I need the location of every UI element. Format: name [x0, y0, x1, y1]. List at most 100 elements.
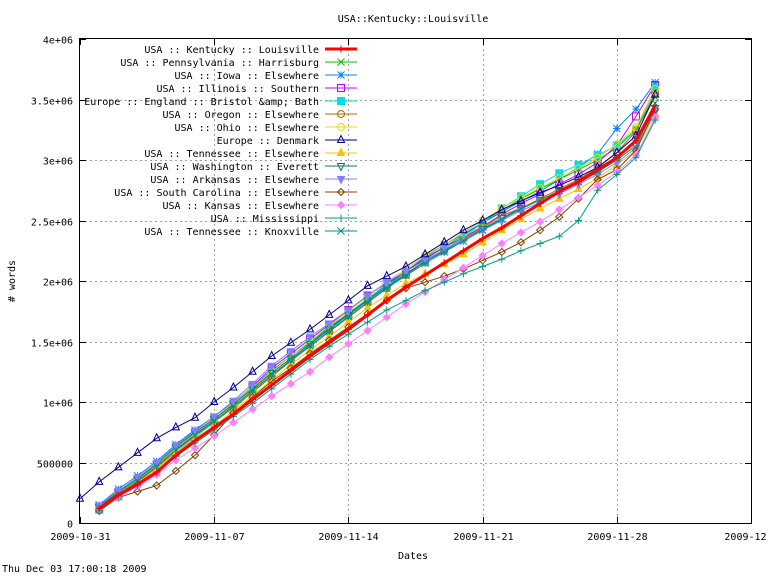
- data-point: [344, 312, 353, 321]
- legend-entry-11: USA :: Arkansas :: Elsewhere: [150, 175, 357, 186]
- series-line: [79, 94, 656, 500]
- data-point: [612, 124, 621, 133]
- legend-entry-13: USA :: Kansas :: Elsewhere: [162, 200, 357, 212]
- series-1: [95, 102, 659, 512]
- data-point: [421, 287, 429, 295]
- data-point: [459, 247, 467, 255]
- data-point: [305, 367, 315, 376]
- data-point: [651, 116, 659, 124]
- data-point: [650, 89, 660, 98]
- data-point: [401, 299, 411, 309]
- data-point: [209, 413, 219, 423]
- data-point: [268, 381, 276, 389]
- data-point: [305, 323, 315, 333]
- data-point: [651, 102, 659, 110]
- legend-entry-7: USA :: Ohio :: Elsewhere: [175, 123, 357, 134]
- legend-marker: [336, 134, 346, 143]
- data-point: [152, 481, 161, 490]
- data-point: [440, 278, 448, 286]
- y-tick-label: 1e+06: [43, 399, 73, 410]
- data-point: [249, 396, 257, 404]
- data-point: [555, 187, 563, 195]
- legend-marker: [337, 45, 345, 53]
- data-point: [498, 224, 506, 232]
- x-tick-label: 2009-11-14: [318, 532, 378, 543]
- data-point: [248, 380, 257, 390]
- data-point: [229, 402, 238, 411]
- y-tick-label: 4e+06: [43, 36, 73, 47]
- series-line: [98, 119, 656, 511]
- data-point: [171, 466, 181, 476]
- data-point: [536, 200, 544, 208]
- data-point: [402, 296, 410, 304]
- legend-entry-4: USA :: Illinois :: Southern: [156, 84, 357, 95]
- data-point: [114, 461, 123, 471]
- data-point: [344, 339, 353, 349]
- data-point: [594, 186, 602, 194]
- data-point: [306, 352, 314, 360]
- data-point: [363, 292, 372, 302]
- data-point: [190, 412, 200, 421]
- data-point: [267, 370, 276, 379]
- legend-entry-14: USA :: Mississippi: [211, 214, 357, 225]
- data-point: [555, 212, 564, 222]
- data-point: [363, 298, 372, 307]
- data-point: [632, 105, 640, 114]
- data-point: [190, 443, 200, 453]
- data-point: [325, 327, 334, 336]
- legend-entry-10: USA :: Washington :: Everett: [150, 162, 357, 173]
- x-tick-label: 2009-11-21: [453, 532, 513, 543]
- series-line: [98, 104, 657, 510]
- data-point: [594, 166, 602, 174]
- data-point: [382, 270, 392, 280]
- data-point: [498, 255, 506, 263]
- data-point: [286, 337, 296, 346]
- legend-label: USA :: Kansas :: Elsewhere: [162, 201, 319, 212]
- data-point: [152, 432, 161, 442]
- x-tick-label: 2009-11-07: [184, 532, 244, 543]
- data-point: [555, 232, 563, 240]
- legend-label: USA :: South Carolina :: Elsewhere: [114, 188, 319, 199]
- data-point: [613, 154, 621, 162]
- data-point: [325, 353, 334, 362]
- data-point: [574, 170, 583, 179]
- data-point: [497, 203, 507, 213]
- data-point: [324, 320, 334, 329]
- legend-marker: [337, 84, 345, 92]
- legend-marker: [336, 147, 346, 156]
- data-point: [191, 437, 199, 445]
- legend-marker: [336, 163, 346, 172]
- data-point: [324, 331, 334, 340]
- data-point: [440, 248, 449, 256]
- data-point: [402, 283, 410, 291]
- data-point: [133, 487, 142, 496]
- data-point: [535, 187, 545, 196]
- data-point: [593, 153, 602, 162]
- data-point: [324, 309, 334, 318]
- data-point: [554, 179, 564, 189]
- data-point: [229, 397, 238, 407]
- data-point: [344, 316, 353, 326]
- data-point: [497, 239, 506, 248]
- data-point: [421, 259, 429, 268]
- data-point: [306, 341, 314, 350]
- legend-entry-2: USA :: Pennsylvania :: Harrisburg: [120, 58, 357, 69]
- data-point: [344, 294, 353, 304]
- series-line: [98, 117, 656, 511]
- data-point: [363, 280, 372, 289]
- data-point: [420, 248, 430, 258]
- data-point: [536, 183, 545, 192]
- data-point: [133, 447, 142, 456]
- legend-entry-1: USA :: Kentucky :: Louisville: [144, 45, 357, 56]
- data-point: [555, 175, 564, 184]
- x-tick-label: 2009-10-31: [50, 532, 110, 543]
- data-point: [210, 416, 219, 425]
- data-point: [248, 366, 257, 375]
- series-13: [94, 113, 660, 514]
- data-point: [497, 215, 506, 224]
- y-tick-label: 3e+06: [43, 157, 73, 168]
- data-point: [287, 367, 295, 375]
- data-point: [420, 278, 430, 287]
- y-tick-label: 2.5e+06: [31, 218, 73, 229]
